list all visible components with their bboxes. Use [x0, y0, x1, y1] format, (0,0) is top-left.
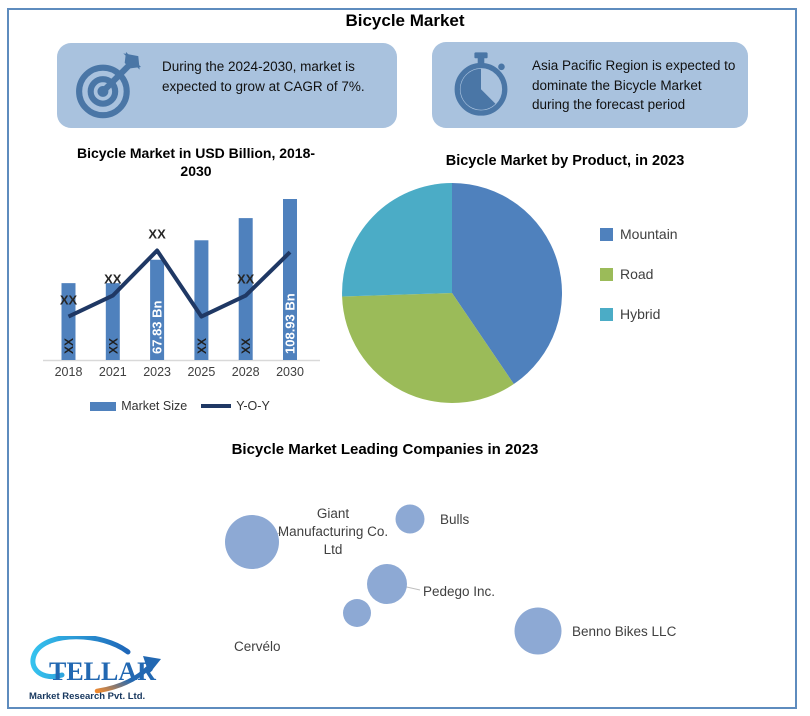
pie-legend-item: Road	[600, 266, 678, 282]
legend-item-yoy: Y-O-Y	[201, 399, 270, 413]
logo-arrow-head	[143, 656, 161, 674]
bar-label: 108.93 Bn	[283, 293, 298, 354]
legend-swatch	[600, 307, 613, 321]
legend-swatch	[600, 267, 613, 281]
x-tick-label: 2021	[99, 365, 127, 379]
bar-2025	[194, 240, 209, 360]
bar-label: XX	[195, 338, 209, 354]
legend-label: Mountain	[620, 226, 678, 242]
bar-swatch	[90, 401, 117, 411]
callout-region-text: Asia Pacific Region is expected to domin…	[532, 58, 736, 113]
yoy-point-label: XX	[237, 272, 255, 287]
yoy-point-label: XX	[148, 227, 166, 242]
callout-region: Asia Pacific Region is expected to domin…	[432, 42, 748, 128]
logo-s-swoosh	[30, 634, 131, 679]
pie-legend-item: Mountain	[600, 226, 678, 242]
bar-chart: XX XX 67.83 Bn XX XX 108.93 Bn XX XX XX XX 2018 202…	[35, 185, 325, 385]
bubble-label: Bulls	[440, 512, 470, 527]
yoy-line	[67, 248, 292, 319]
callout-cagr-text: During the 2024-2030, market is expected…	[162, 59, 365, 94]
bubble-label: Giant Manufacturing Co. Ltd	[277, 506, 389, 558]
pie-slice-road	[342, 293, 514, 403]
x-tick-label: 2018	[55, 365, 83, 379]
target-icon	[73, 52, 141, 125]
legend-swatch	[600, 227, 613, 241]
pie-legend-item: Hybrid	[600, 306, 678, 322]
bar-label: XX	[62, 338, 76, 354]
x-tick-label: 2025	[187, 365, 215, 379]
bubble-chart-title: Bicycle Market Leading Companies in 2023	[231, 441, 539, 458]
bar-2018	[61, 283, 76, 360]
logo-subtitle: Market Research Pvt. Ltd.	[29, 691, 145, 702]
x-tick-label: 2028	[232, 365, 260, 379]
pie-legend: Mountain Road Hybrid	[600, 226, 678, 346]
yoy-point-label: XX	[60, 293, 78, 308]
page-title: Bicycle Market	[345, 11, 465, 30]
stellar-logo: TELLAR Market Research Pvt. Ltd.	[22, 634, 172, 707]
bar-label: XX	[239, 338, 253, 354]
bubble-label: Cervélo	[234, 639, 281, 654]
bubble-label: Pedego Inc.	[423, 584, 496, 599]
page-border	[7, 8, 797, 709]
x-tick-label: 2030	[276, 365, 304, 379]
logo-arrow-tail	[94, 664, 152, 694]
stopwatch-icon	[448, 51, 514, 122]
legend-label: Hybrid	[620, 306, 661, 322]
logo-letters: TELLAR	[49, 657, 156, 686]
pie-slice-hybrid	[342, 183, 452, 297]
yoy-point-label: XX	[104, 272, 122, 287]
bar-label: XX	[106, 338, 120, 354]
pie-slice-mountain	[452, 183, 563, 384]
bubble-label: Benno Bikes LLC	[572, 624, 677, 639]
line-swatch	[201, 404, 232, 408]
bar-chart-legend: Market Size Y-O-Y	[35, 399, 325, 413]
bar-label: 67.83 Bn	[150, 300, 165, 354]
bar-chart-title: Bicycle Market in USD Billion, 2018-2030	[76, 145, 316, 180]
bar-2023	[150, 259, 165, 360]
pie-chart-title: Bicycle Market by Product, in 2023	[445, 153, 685, 169]
bar-2030	[283, 199, 297, 360]
bar-2028	[238, 218, 253, 360]
legend-label: Road	[620, 266, 654, 282]
callout-cagr: During the 2024-2030, market is expected…	[57, 43, 397, 128]
pie-chart	[342, 183, 563, 403]
legend-item-market-size: Market Size	[90, 399, 187, 413]
x-tick-label: 2023	[143, 365, 171, 379]
bar-2021	[105, 283, 120, 360]
